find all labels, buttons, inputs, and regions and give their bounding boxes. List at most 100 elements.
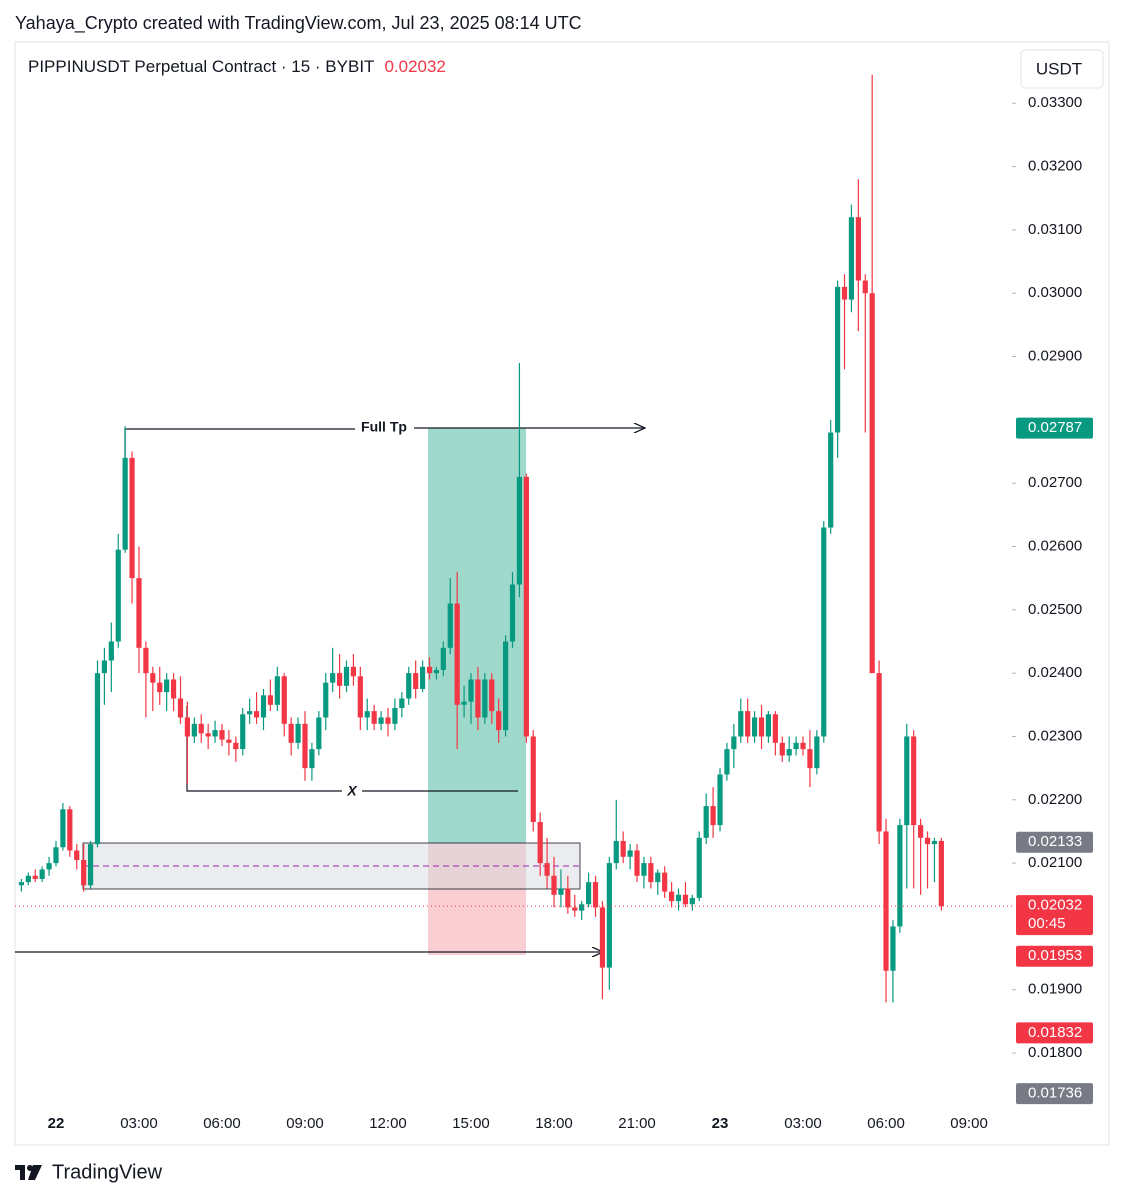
y-tick-label: 0.03300 [1028, 94, 1082, 111]
candle-body [738, 711, 744, 737]
candle-body [247, 711, 253, 715]
candle-body [205, 733, 211, 737]
candle-body [731, 736, 737, 750]
brand: TradingView [52, 1161, 163, 1183]
candle-body [371, 711, 377, 724]
candle-body [129, 457, 135, 579]
candle-body [461, 701, 467, 705]
chart-title: PIPPINUSDT Perpetual Contract · 15 · BYB… [28, 57, 446, 76]
candle-body [779, 742, 785, 756]
candle-body [53, 847, 59, 864]
candle-body [253, 711, 260, 718]
symbol-title: PIPPINUSDT Perpetual Contract · 15 · BYB… [28, 57, 374, 76]
candle-body [606, 863, 612, 968]
candle-body [426, 666, 433, 674]
candle-body [551, 875, 557, 895]
candle-body [482, 679, 488, 718]
candle-body [343, 666, 350, 686]
x-tick-label: 06:00 [867, 1115, 905, 1132]
candle-body [585, 882, 592, 905]
candle-body [703, 806, 709, 838]
y-tick-label: 0.02500 [1028, 601, 1082, 618]
candle-body [793, 742, 799, 750]
y-tick-label: 0.03100 [1028, 221, 1082, 238]
candle-body [841, 286, 848, 300]
candles [15, 74, 1012, 1003]
candle-body [641, 863, 647, 876]
candle-body [46, 863, 52, 870]
candle-body [143, 647, 149, 674]
price-label: 0.02133 [1028, 833, 1082, 850]
candle-body [475, 679, 481, 718]
candle-body [786, 749, 792, 756]
candle-body [101, 660, 108, 674]
candle-body [620, 840, 626, 857]
x-tick-label: 18:00 [535, 1115, 573, 1132]
price-label-box [1016, 417, 1093, 439]
currency[interactable]: USDT [1036, 59, 1082, 78]
candle-body [821, 527, 827, 737]
price-label-box [1016, 895, 1093, 936]
candle-body [835, 286, 841, 433]
candle-body [924, 837, 931, 845]
candle-body [530, 736, 536, 822]
candle-body [378, 717, 384, 724]
y-tick-label: 0.02300 [1028, 727, 1082, 744]
candle-body [689, 897, 695, 905]
candle-body [613, 840, 619, 864]
candle-body [295, 723, 301, 743]
chart-frame [14, 41, 1110, 1146]
logo: TradingView [15, 1161, 163, 1183]
candle-body [364, 711, 370, 718]
candle-body [316, 717, 322, 750]
candle-body [184, 717, 191, 737]
candle-body [668, 891, 675, 902]
candle-body [226, 739, 232, 743]
credit: Yahaya_Crypto created with TradingView.c… [15, 13, 582, 34]
candle-body [758, 717, 765, 737]
candle-body [572, 907, 578, 911]
logo-mark [28, 1165, 42, 1180]
candle-body [544, 863, 550, 876]
candle-body [198, 723, 204, 734]
candle-body [260, 695, 267, 718]
candle-body [170, 679, 177, 699]
candle-body [634, 850, 640, 876]
y-tick-label: 0.02900 [1028, 348, 1082, 365]
candle-body [454, 603, 460, 705]
candle-body [309, 749, 315, 769]
candle-body [752, 717, 758, 737]
candle-body [489, 679, 495, 712]
candle-body [419, 666, 426, 689]
currency-button[interactable] [1020, 49, 1104, 89]
candle-body [302, 723, 308, 769]
candle-body [233, 742, 239, 750]
candle-body [904, 736, 910, 826]
price-label: 0.01953 [1028, 947, 1082, 964]
candle-body [81, 859, 87, 886]
candle-body [164, 679, 170, 693]
logo-mark [15, 1165, 25, 1180]
price-label: 0.01832 [1028, 1024, 1082, 1041]
candle-body [136, 578, 142, 648]
x-tick-label: 03:00 [120, 1115, 158, 1132]
price-label: 0.02032 [1028, 897, 1082, 914]
candle-body [828, 432, 834, 528]
candle-body [627, 850, 633, 857]
y-tick-label: 0.03200 [1028, 158, 1082, 175]
countdown: 00:45 [1028, 915, 1066, 932]
x-tick-label: 06:00 [203, 1115, 241, 1132]
x-tick-label: 03:00 [784, 1115, 822, 1132]
candle-body [39, 869, 45, 879]
candle-body [74, 850, 80, 860]
candle-body [675, 894, 682, 902]
candle-body [724, 749, 730, 775]
candle-body [219, 730, 225, 740]
candle-body [655, 872, 661, 883]
candle-body [115, 549, 121, 642]
candle-body [392, 707, 398, 724]
price-label-box [1016, 945, 1093, 967]
y-tick-label: 0.03000 [1028, 284, 1082, 301]
candle-body [267, 695, 274, 705]
candle-body [565, 888, 571, 908]
